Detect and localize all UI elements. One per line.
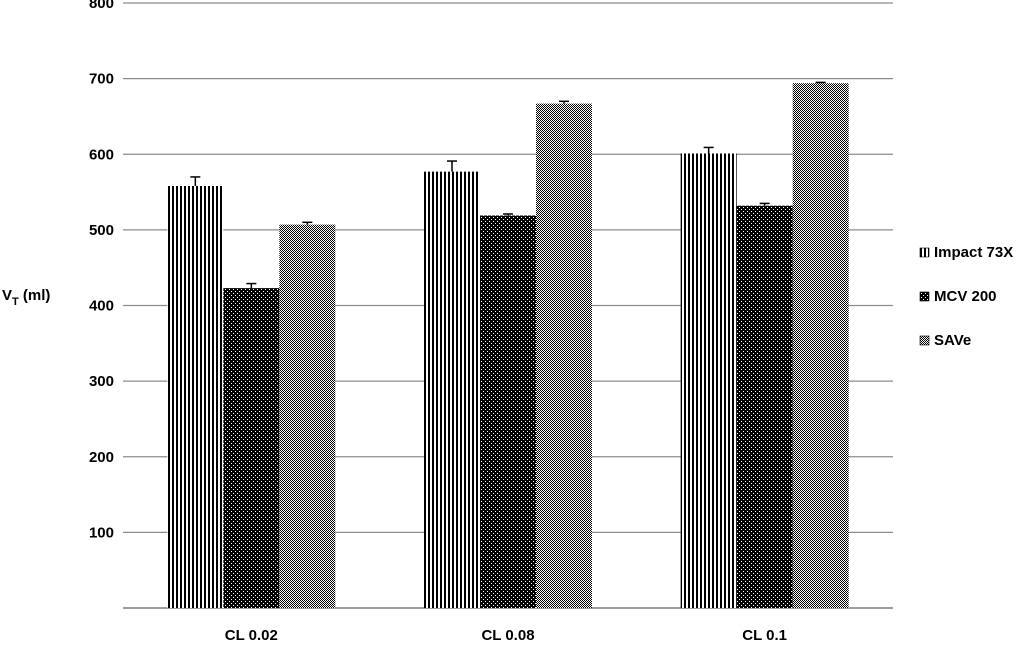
legend-label: MCV 200 [934, 288, 997, 305]
y-tick-label: 500 [89, 222, 114, 239]
y-tick-label: 800 [89, 0, 114, 12]
y-tick-label: 100 [89, 524, 114, 541]
y-tick-labels: 100 200 300 400 500 600 700 800 [89, 0, 114, 541]
bar-save-2 [536, 103, 592, 609]
bar-mcv-200-1 [223, 288, 280, 608]
y-tick-label: 400 [89, 298, 114, 315]
legend-swatch [919, 247, 930, 258]
bars-group [167, 83, 849, 609]
y-tick-label: 200 [89, 449, 114, 466]
bar-impact-73x-2 [424, 171, 480, 609]
bar-save-1 [279, 224, 336, 609]
bar-mcv-200-2 [480, 215, 536, 608]
bar-save-3 [792, 83, 849, 609]
x-category-label: CL 0.02 [225, 627, 278, 644]
x-category-label: CL 0.08 [481, 627, 534, 644]
bar-impact-73x-3 [680, 153, 737, 608]
y-tick-label: 600 [89, 146, 114, 163]
legend-swatch [919, 335, 930, 346]
legend: Impact 73X MCV 200 SAVe [919, 244, 1013, 349]
legend-swatch [919, 291, 930, 302]
y-tick-label: 300 [89, 373, 114, 390]
y-axis-label: VT (ml) [2, 287, 50, 308]
y-tick-label: 700 [89, 71, 114, 88]
legend-label: Impact 73X [934, 244, 1013, 261]
bar-impact-73x-1 [167, 186, 224, 608]
error-bars-group [190, 81, 826, 289]
x-category-labels: CL 0.02 CL 0.08 CL 0.1 [225, 627, 787, 644]
bar-mcv-200-3 [736, 205, 793, 609]
legend-label: SAVe [934, 332, 971, 349]
x-category-label: CL 0.1 [742, 627, 787, 644]
